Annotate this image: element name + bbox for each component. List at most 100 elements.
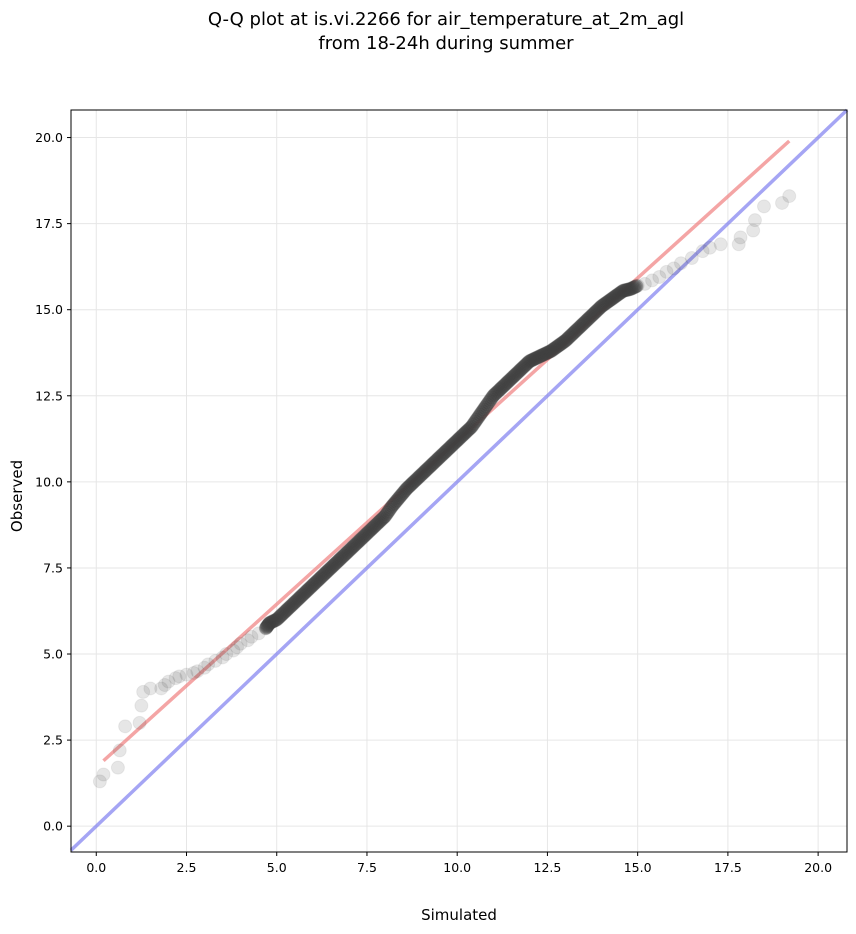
quantile-point — [373, 513, 388, 528]
quantile-point — [308, 575, 323, 590]
quantile-point — [422, 459, 437, 474]
quantile-point — [451, 432, 466, 447]
quantile-point — [215, 650, 230, 665]
quantile-point — [440, 442, 455, 457]
quantile-point — [296, 587, 311, 602]
quantile-point — [267, 613, 282, 628]
chart-title-line-2: from 18-24h during summer — [318, 33, 574, 54]
quantile-point — [529, 350, 544, 365]
quantile-point — [556, 335, 571, 350]
quantile-point — [480, 397, 495, 412]
quantile-point — [136, 684, 151, 699]
quantile-point — [272, 610, 287, 625]
quantile-point — [432, 450, 447, 465]
quantile-point — [260, 618, 275, 633]
quantile-point — [582, 310, 597, 325]
quantile-point — [305, 578, 320, 593]
quantile-point — [590, 302, 605, 317]
quantile-point — [550, 339, 565, 354]
quantile-point — [485, 390, 500, 405]
quantile-point — [420, 462, 435, 477]
quantile-point — [495, 379, 510, 394]
quantile-point — [398, 483, 413, 498]
quantile-point — [599, 295, 614, 310]
quantile-point — [473, 407, 488, 422]
quantile-point — [617, 283, 632, 298]
quantile-point — [179, 667, 194, 682]
quantile-point — [487, 387, 502, 402]
quantile-point — [385, 498, 400, 513]
y-tick-label: 5.0 — [43, 647, 63, 662]
quantile-point — [491, 384, 506, 399]
quantile-point — [291, 591, 306, 606]
quantile-point — [304, 579, 319, 594]
quantile-point — [276, 605, 291, 620]
quantile-point — [593, 300, 608, 315]
quantile-point — [244, 629, 259, 644]
quantile-point — [489, 385, 504, 400]
quantile-point — [536, 347, 551, 362]
y-tick-label: 20.0 — [35, 130, 63, 145]
plot-frame — [70, 109, 848, 853]
quantile-point — [605, 291, 620, 306]
quantile-point — [746, 223, 761, 238]
quantile-point — [424, 457, 439, 472]
quantile-point — [456, 427, 471, 442]
quantile-point — [580, 313, 595, 328]
quantile-point — [578, 314, 593, 329]
quantile-point — [172, 669, 187, 684]
y-tick-label: 7.5 — [43, 560, 63, 575]
quantile-point — [345, 540, 360, 555]
quantile-point — [287, 595, 302, 610]
quantile-point — [442, 440, 457, 455]
quantile-point — [733, 230, 748, 245]
quantile-point — [702, 240, 717, 255]
quantile-point — [479, 399, 494, 414]
quantile-point — [666, 261, 681, 276]
quantile-point — [268, 613, 283, 628]
x-tick-label: 20.0 — [804, 860, 832, 875]
quantile-point — [572, 319, 587, 334]
quantile-point — [290, 593, 305, 608]
quantile-point — [326, 558, 341, 573]
quantile-point — [411, 470, 426, 485]
quantile-point — [132, 715, 147, 730]
quantile-point — [418, 463, 433, 478]
quantile-point — [322, 562, 337, 577]
x-tick-label: 17.5 — [714, 860, 742, 875]
quantile-point — [503, 372, 518, 387]
quantile-point — [499, 376, 514, 391]
quantile-point — [311, 572, 326, 587]
quantile-point — [197, 660, 212, 675]
quantile-point — [329, 555, 344, 570]
quantile-point — [548, 340, 563, 355]
quantile-point — [384, 500, 399, 515]
quantile-point — [530, 350, 545, 365]
quantile-point — [353, 532, 368, 547]
quantile-point — [226, 643, 241, 658]
quantile-point — [441, 441, 456, 456]
quantile-point — [575, 317, 590, 332]
quantile-point — [464, 419, 479, 434]
quantile-point — [350, 535, 365, 550]
quantile-point — [607, 289, 622, 304]
quantile-point — [370, 516, 385, 531]
quantile-point — [409, 472, 424, 487]
quantile-point — [455, 428, 470, 443]
quantile-point — [96, 767, 111, 782]
quantile-point — [519, 356, 534, 371]
y-tick-label: 10.0 — [35, 474, 63, 489]
quantile-point — [469, 412, 484, 427]
quantile-point — [452, 431, 467, 446]
quantile-point — [465, 418, 480, 433]
quantile-point — [458, 425, 473, 440]
quantile-point — [293, 589, 308, 604]
quantile-point — [624, 281, 639, 296]
quantile-point — [695, 244, 710, 259]
quantile-point — [447, 435, 462, 450]
quantile-point — [264, 614, 279, 629]
quantile-point — [365, 520, 380, 535]
quantile-point — [315, 568, 330, 583]
quantile-point — [462, 422, 477, 437]
